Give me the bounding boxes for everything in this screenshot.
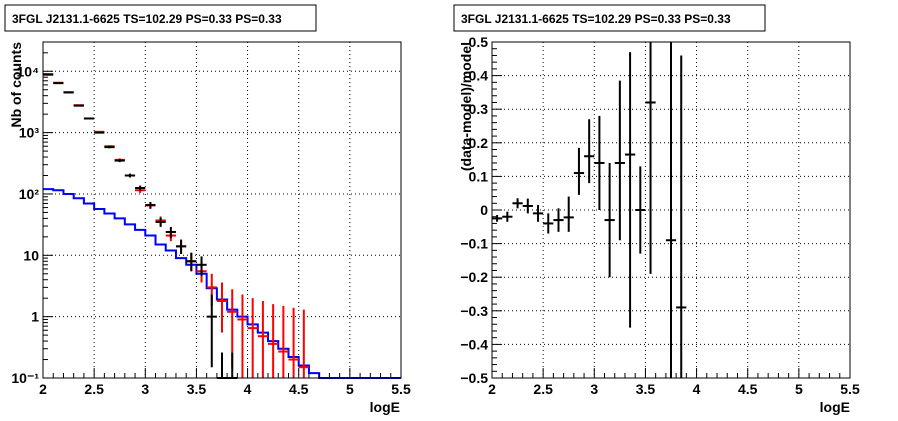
counts-data-point: [94, 131, 105, 134]
counts-x-tick-label: 5: [346, 381, 354, 397]
residuals-x-tick-label: 2: [488, 381, 496, 397]
counts-data-point: [186, 252, 197, 272]
residuals-data-point: [665, 42, 677, 378]
counts-x-tick-label: 4: [244, 381, 252, 397]
counts-plot-frame: [42, 41, 402, 379]
counts-series-group: [43, 73, 401, 379]
residuals-y-tick-label: −0.2: [460, 269, 488, 285]
residuals-data-point: [532, 204, 544, 222]
counts-data-point: [73, 104, 84, 107]
residuals-y-axis-title: (data-model)/model: [458, 42, 474, 171]
residuals-x-tick-label: 5: [795, 381, 803, 397]
counts-x-tick-label: 5.5: [391, 381, 411, 397]
residuals-data-point: [563, 196, 574, 232]
residuals-y-tick-label: 0.4: [469, 68, 489, 84]
residuals-data-point: [543, 213, 554, 234]
counts-y-tick-label: 10²: [19, 186, 40, 202]
residuals-data-point: [522, 198, 533, 214]
residuals-x-tick-label: 3.5: [636, 381, 656, 397]
counts-data-point: [155, 217, 166, 227]
residuals-axis-ticks: 2 2.5 3 3.5 4 4.5 5 5.5 −0.5 −0.4 −0.3 −0.2 −0.1 0 0.1…: [460, 34, 860, 397]
counts-data-point: [124, 173, 136, 178]
counts-x-tick-label: 3: [141, 381, 149, 397]
counts-x-tick-label: 3.5: [187, 381, 207, 397]
residuals-x-tick-label: 3: [590, 381, 598, 397]
residuals-x-tick-label: 2.5: [533, 381, 553, 397]
counts-data-point: [216, 282, 228, 333]
counts-data-point: [175, 239, 187, 255]
counts-series-2: [43, 73, 238, 379]
counts-x-tick-label: 2: [39, 381, 47, 397]
residuals-y-tick-label: −0.1: [460, 236, 488, 252]
residuals-data-point: [614, 80, 625, 241]
counts-data-point: [63, 91, 74, 94]
residuals-data-point: [553, 208, 564, 232]
residuals-y-tick-label: 0.5: [469, 34, 489, 50]
counts-series-0: [43, 188, 401, 379]
residuals-data-point: [645, 42, 656, 274]
residuals-data-point: [492, 215, 503, 222]
counts-data-point: [83, 117, 95, 120]
counts-data-point: [104, 146, 115, 149]
residuals-x-axis-title: logE: [820, 399, 850, 415]
residuals-panel: 3FGL J2131.1-6625 TS=102.29 PS=0.33 PS=0…: [453, 4, 860, 415]
counts-data-point: [247, 298, 258, 378]
counts-data-point: [268, 304, 279, 378]
counts-data-point: [257, 300, 269, 378]
counts-title: 3FGL J2131.1-6625 TS=102.29 PS=0.33 PS=0…: [12, 12, 282, 26]
residuals-y-tick-label: −0.5: [460, 370, 488, 386]
counts-x-tick-label: 4.5: [289, 381, 309, 397]
residuals-data-point: [594, 115, 605, 210]
counts-y-tick-label: 10: [23, 247, 39, 263]
counts-data-point: [288, 307, 299, 378]
residuals-data-point: [512, 198, 523, 209]
counts-data-point: [165, 226, 176, 239]
counts-data-point: [53, 82, 64, 85]
residuals-y-tick-label: 0.3: [469, 101, 489, 117]
residuals-data-point: [573, 147, 585, 195]
residuals-data-point: [635, 166, 646, 254]
residuals-x-tick-label: 5.5: [840, 381, 860, 397]
residuals-x-tick-label: 4.5: [738, 381, 758, 397]
counts-data-point: [278, 305, 289, 378]
residuals-y-tick-label: −0.4: [460, 336, 488, 352]
counts-title-box: 3FGL J2131.1-6625 TS=102.29 PS=0.33 PS=0…: [4, 4, 317, 32]
counts-y-tick-label: 10⁻¹: [11, 370, 39, 386]
counts-histogram-panel: 3FGL J2131.1-6625 TS=102.29 PS=0.33 PS=0…: [4, 4, 411, 415]
counts-x-axis-title: logE: [370, 399, 400, 415]
counts-x-tick-label: 2.5: [84, 381, 104, 397]
counts-y-tick-label: 1: [31, 309, 39, 325]
counts-data-point: [114, 159, 125, 163]
counts-data-point: [135, 185, 146, 191]
residuals-y-tick-label: 0.2: [469, 135, 489, 151]
counts-data-point: [237, 294, 248, 378]
residuals-title-frame: [453, 4, 766, 32]
residuals-data-point: [584, 119, 595, 184]
counts-data-point: [43, 73, 54, 76]
residuals-y-tick-label: 0: [480, 202, 488, 218]
residuals-series-group: [492, 42, 687, 378]
counts-data-point: [206, 294, 217, 368]
counts-title-frame: [4, 4, 317, 32]
residuals-y-tick-label: −0.3: [460, 303, 488, 319]
residuals-data-point: [624, 52, 636, 328]
residuals-data-point: [604, 162, 615, 278]
residuals-title: 3FGL J2131.1-6625 TS=102.29 PS=0.33 PS=0…: [461, 12, 731, 26]
residuals-title-box: 3FGL J2131.1-6625 TS=102.29 PS=0.33 PS=0…: [453, 4, 766, 32]
counts-y-axis-title: Nb of counts: [8, 42, 24, 128]
residuals-data-point: [502, 211, 513, 222]
counts-y-tick-label: 10⁴: [17, 63, 40, 79]
residuals-y-tick-label: 0.1: [469, 168, 489, 184]
residuals-data-point: [676, 55, 687, 378]
counts-data-point: [298, 309, 309, 378]
counts-axis-ticks: 2 2.5 3 3.5 4 4.5 5 5.5 10⁻¹ 1 10 10² 10³ 10⁴: [11, 41, 411, 397]
counts-y-tick-label: 10³: [19, 125, 40, 141]
counts-data-point: [145, 201, 156, 209]
counts-data-point: [196, 256, 207, 276]
counts-model-step-line: [43, 188, 401, 379]
residuals-series-0: [492, 42, 687, 378]
residuals-x-tick-label: 4: [693, 381, 701, 397]
